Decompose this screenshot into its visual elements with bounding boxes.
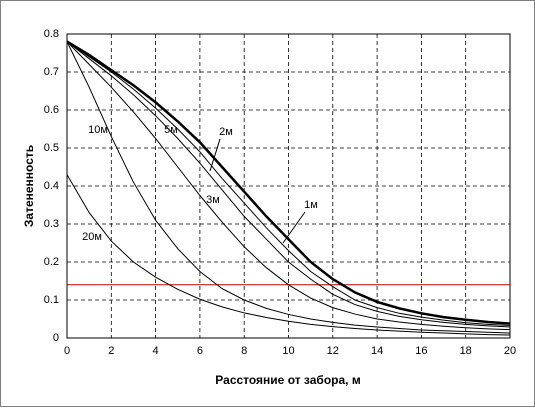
x-tick-label: 12 <box>327 345 339 357</box>
series-line <box>66 41 511 334</box>
y-tick-label: 0.8 <box>44 28 59 40</box>
series-line <box>66 40 511 325</box>
y-tick-label: 0 <box>53 332 59 344</box>
series-label: 3м <box>206 194 220 206</box>
y-tick-label: 0.5 <box>44 142 59 154</box>
x-tick-label: 20 <box>504 345 516 357</box>
x-tick-label: 8 <box>241 345 247 357</box>
x-tick-label: 6 <box>197 345 203 357</box>
series-label: 20м <box>82 231 102 243</box>
x-tick-label: 10 <box>282 345 294 357</box>
y-axis-title: Затененность <box>22 145 36 227</box>
y-tick-label: 0.4 <box>44 180 59 192</box>
x-tick-label: 16 <box>415 345 427 357</box>
label-arrow <box>209 138 221 172</box>
plot-border <box>66 33 511 339</box>
series-line <box>66 41 511 328</box>
series-label: 1м <box>304 199 318 211</box>
series-line <box>66 174 511 336</box>
x-tick-label: 14 <box>371 345 383 357</box>
label-arrow <box>282 211 306 244</box>
y-tick-label: 0.3 <box>44 218 59 230</box>
series-line <box>66 41 511 326</box>
x-tick-label: 2 <box>108 345 114 357</box>
y-tick-label: 0.6 <box>44 104 59 116</box>
y-tick-label: 0.2 <box>44 256 59 268</box>
y-tick-label: 0.1 <box>44 294 59 306</box>
series-line <box>66 41 511 331</box>
series-label: 2м <box>219 126 233 138</box>
x-axis-title: Расстояние от забора, м <box>215 373 361 387</box>
x-tick-label: 18 <box>460 345 472 357</box>
series-label: 10м <box>88 124 108 136</box>
y-tick-label: 0.7 <box>44 66 59 78</box>
x-tick-label: 0 <box>64 345 70 357</box>
x-tick-label: 4 <box>153 345 159 357</box>
series-label: 5м <box>164 124 178 136</box>
